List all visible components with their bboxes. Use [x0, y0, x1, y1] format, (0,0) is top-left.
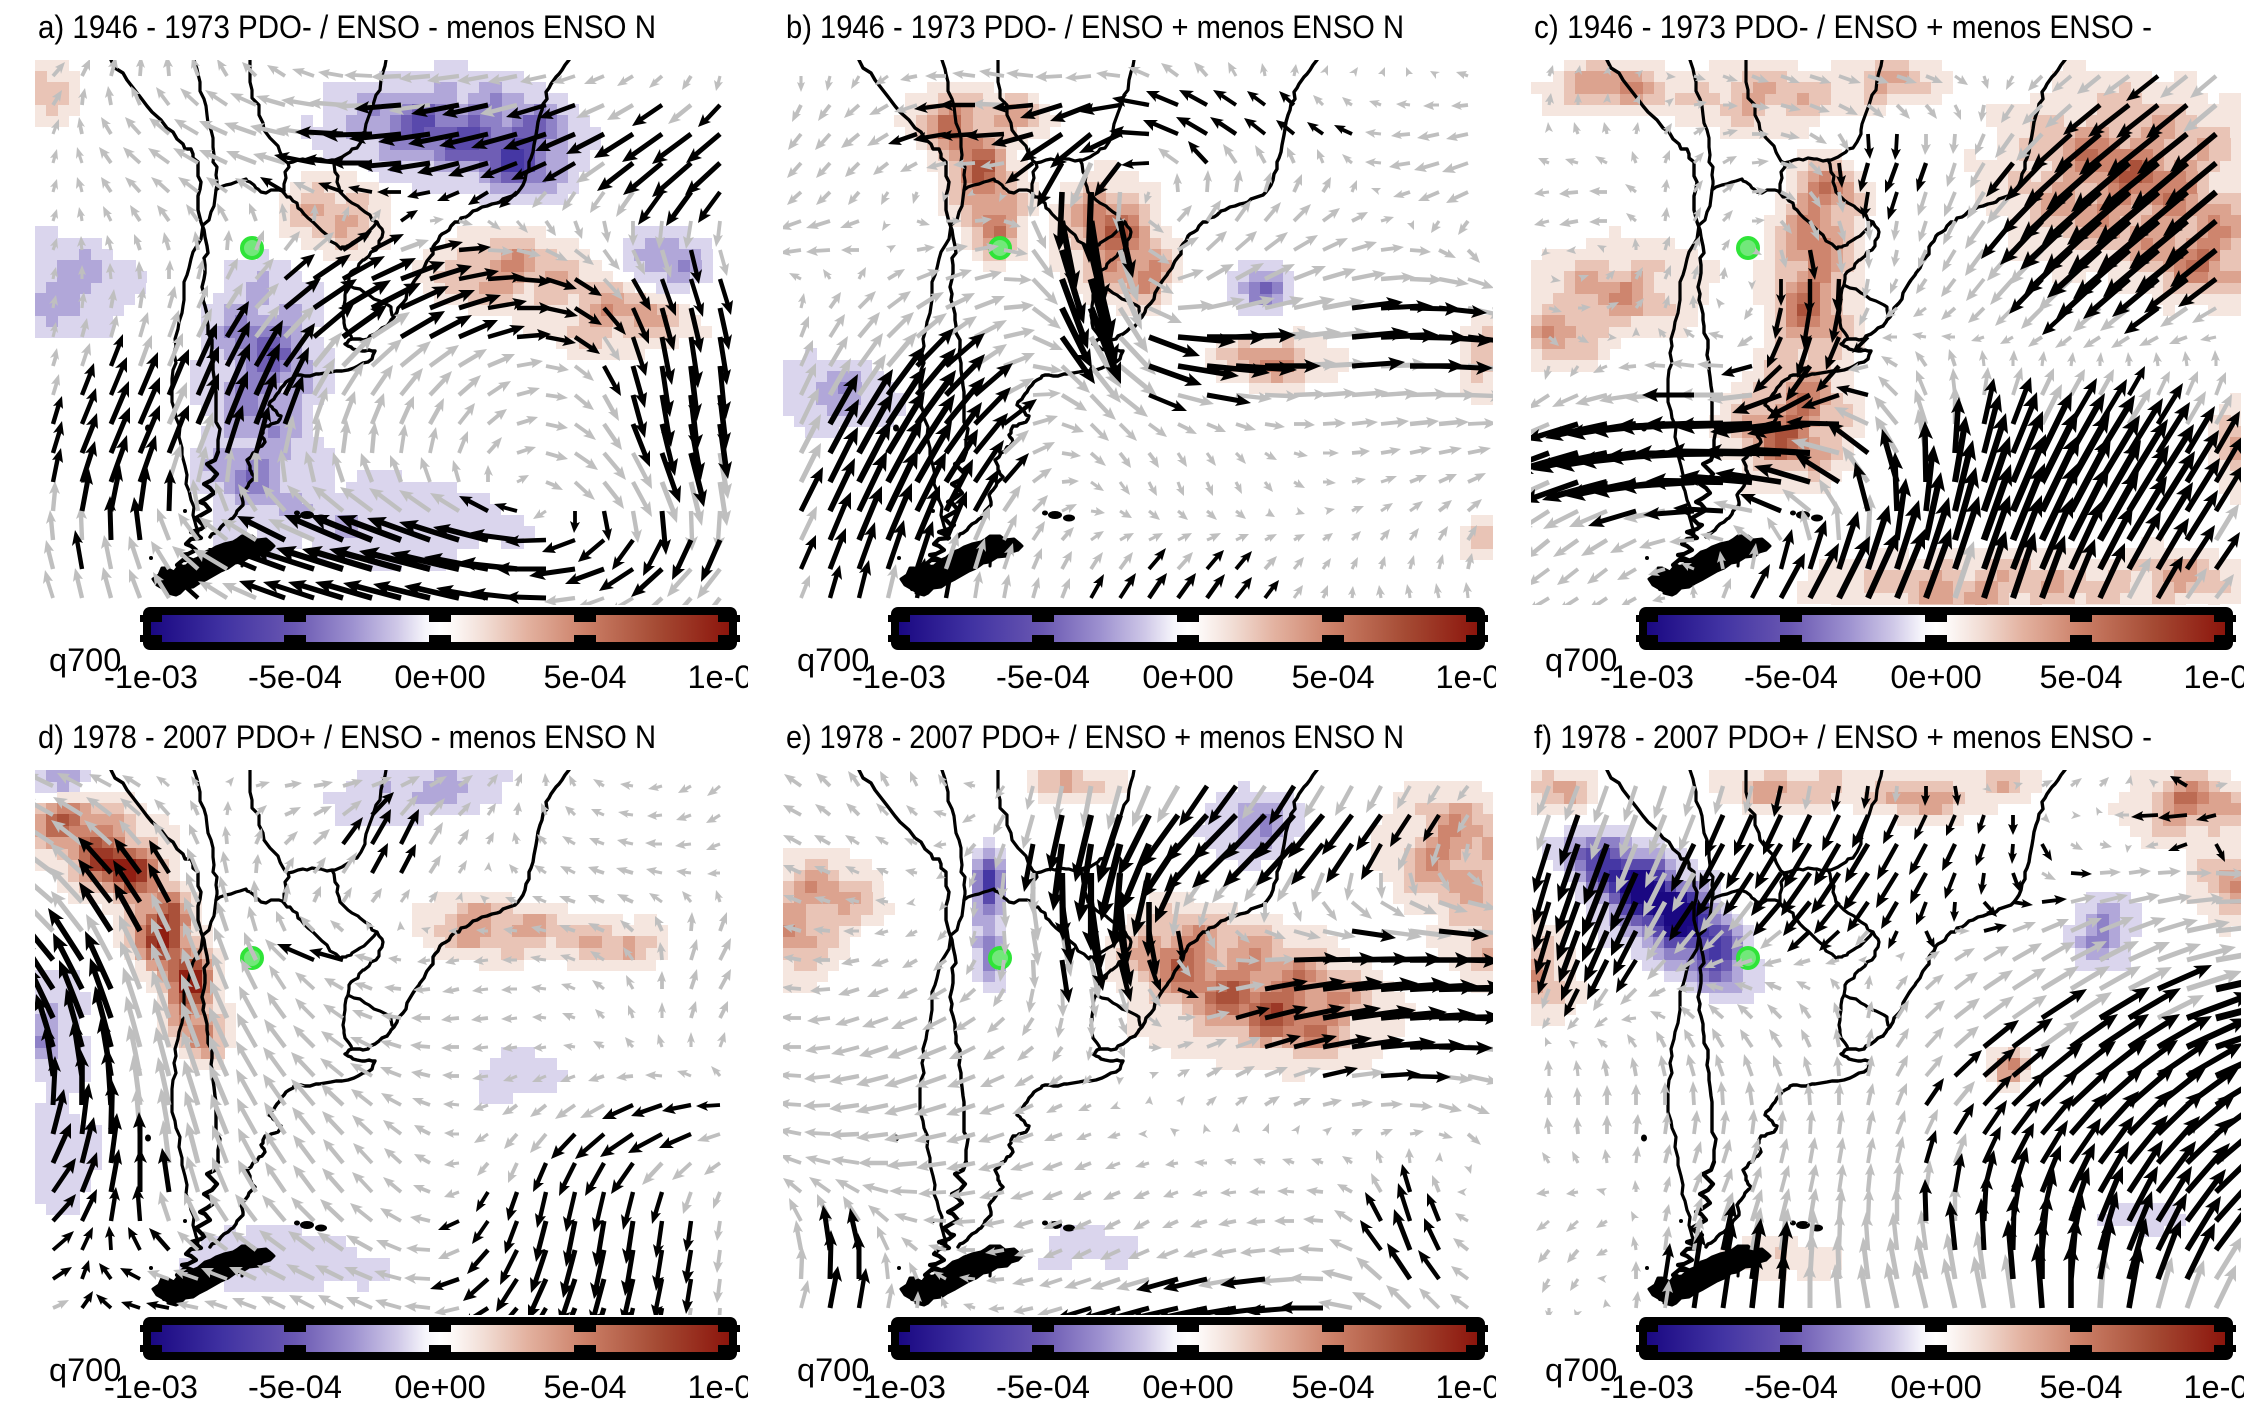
svg-text:d) 1978 - 2007 PDO+ / ENSO - m: d) 1978 - 2007 PDO+ / ENSO - menos ENSO …: [38, 719, 656, 755]
svg-text:0e+00: 0e+00: [394, 659, 485, 695]
svg-text:e) 1978 - 2007 PDO+ / ENSO + m: e) 1978 - 2007 PDO+ / ENSO + menos ENSO …: [786, 719, 1404, 755]
svg-text:a) 1946 - 1973 PDO- / ENSO - m: a) 1946 - 1973 PDO- / ENSO - menos ENSO …: [38, 9, 656, 45]
svg-text:-1e-03: -1e-03: [852, 659, 946, 695]
svg-text:q700: q700: [797, 1352, 869, 1388]
svg-text:0e+00: 0e+00: [1890, 659, 1981, 695]
svg-text:5e-04: 5e-04: [1291, 659, 1374, 695]
svg-text:1e-03: 1e-03: [1435, 1369, 1518, 1405]
svg-text:q700: q700: [49, 1352, 121, 1388]
svg-text:q700: q700: [1545, 1352, 1617, 1388]
svg-text:c) 1946 - 1973 PDO- / ENSO + m: c) 1946 - 1973 PDO- / ENSO + menos ENSO …: [1534, 9, 2152, 45]
svg-text:-1e-03: -1e-03: [104, 1369, 198, 1405]
svg-text:q700: q700: [1545, 642, 1617, 678]
svg-text:0e+00: 0e+00: [1142, 659, 1233, 695]
svg-text:-5e-04: -5e-04: [996, 1369, 1090, 1405]
svg-text:-5e-04: -5e-04: [996, 659, 1090, 695]
svg-text:f) 1978 - 2007 PDO+ / ENSO + m: f) 1978 - 2007 PDO+ / ENSO + menos ENSO …: [1534, 719, 2152, 755]
svg-text:-5e-04: -5e-04: [248, 659, 342, 695]
svg-text:b) 1946 - 1973 PDO- / ENSO + m: b) 1946 - 1973 PDO- / ENSO + menos ENSO …: [786, 9, 1404, 45]
svg-text:5e-04: 5e-04: [2039, 1369, 2122, 1405]
svg-text:-5e-04: -5e-04: [248, 1369, 342, 1405]
svg-text:5e-04: 5e-04: [1291, 1369, 1374, 1405]
svg-text:1e-03: 1e-03: [1435, 659, 1518, 695]
svg-text:-1e-03: -1e-03: [1600, 1369, 1694, 1405]
svg-text:q700: q700: [797, 642, 869, 678]
svg-text:5e-04: 5e-04: [543, 659, 626, 695]
svg-text:5e-04: 5e-04: [2039, 659, 2122, 695]
svg-text:5e-04: 5e-04: [543, 1369, 626, 1405]
svg-text:0e+00: 0e+00: [1890, 1369, 1981, 1405]
svg-text:-5e-04: -5e-04: [1744, 1369, 1838, 1405]
svg-text:0e+00: 0e+00: [394, 1369, 485, 1405]
svg-text:1e-03: 1e-03: [687, 1369, 770, 1405]
svg-text:1e-03: 1e-03: [687, 659, 770, 695]
svg-text:1e-03: 1e-03: [2183, 659, 2244, 695]
svg-text:-5e-04: -5e-04: [1744, 659, 1838, 695]
svg-text:-1e-03: -1e-03: [104, 659, 198, 695]
svg-text:1e-03: 1e-03: [2183, 1369, 2244, 1405]
svg-text:0e+00: 0e+00: [1142, 1369, 1233, 1405]
svg-text:q700: q700: [49, 642, 121, 678]
svg-text:-1e-03: -1e-03: [852, 1369, 946, 1405]
svg-text:-1e-03: -1e-03: [1600, 659, 1694, 695]
